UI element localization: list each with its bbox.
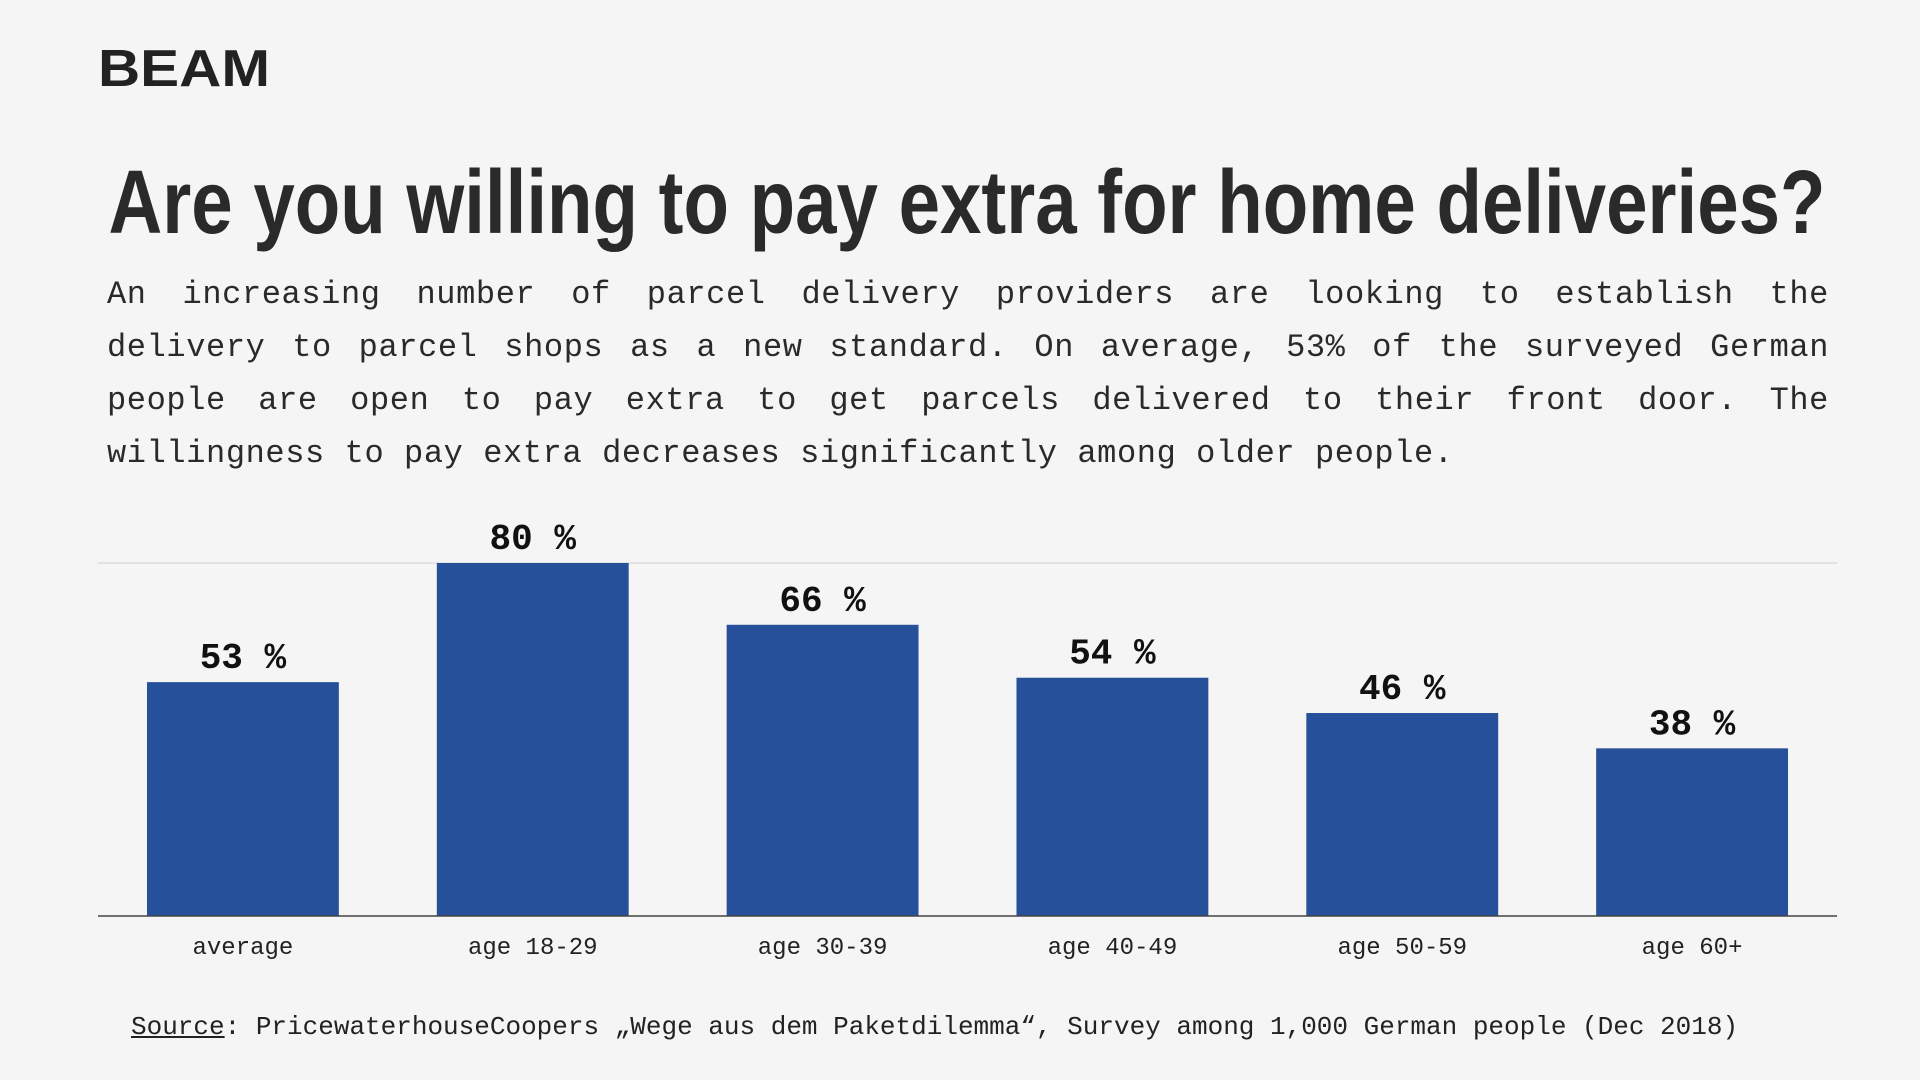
value-label: 53 % <box>200 638 287 679</box>
source-label: Source <box>131 1012 225 1042</box>
value-label: 54 % <box>1069 634 1156 675</box>
bar <box>1596 748 1789 916</box>
bar <box>1306 713 1499 916</box>
x-tick-label: age 30-39 <box>758 935 888 962</box>
bar <box>726 624 919 916</box>
source-text: : PricewaterhouseCoopers „Wege aus dem P… <box>224 1012 1739 1042</box>
value-label: 38 % <box>1649 704 1736 745</box>
bar <box>436 563 629 916</box>
x-tick-label: average <box>193 935 294 962</box>
value-label: 80 % <box>490 519 577 560</box>
bar <box>146 682 339 916</box>
x-tick-label: age 50-59 <box>1337 935 1467 962</box>
value-label: 66 % <box>779 581 866 622</box>
x-tick-label: age 18-29 <box>468 935 598 962</box>
x-tick-label: age 60+ <box>1642 935 1743 962</box>
value-label: 46 % <box>1359 669 1446 710</box>
bar <box>1016 677 1209 916</box>
chart-subtitle: An increasing number of parcel delivery … <box>107 276 1829 472</box>
chart-title: Are you willing to pay extra for home de… <box>109 153 1826 253</box>
x-tick-label: age 40-49 <box>1048 935 1178 962</box>
source: Source: PricewaterhouseCoopers „Wege aus… <box>131 1012 1738 1042</box>
logo: BEAM <box>98 40 270 98</box>
